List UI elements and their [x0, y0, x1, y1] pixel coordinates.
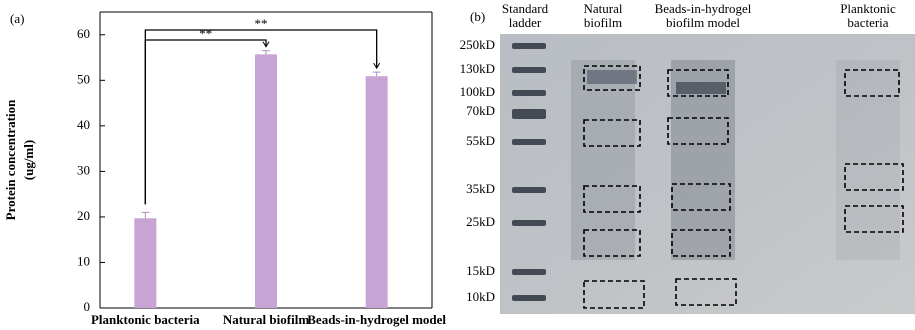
ladder-band	[512, 109, 546, 119]
significance-bracket	[144, 39, 267, 205]
ladder-band	[512, 220, 546, 226]
y-tick-label: 60	[77, 26, 90, 41]
ladder-band	[512, 139, 546, 145]
significance-label: **	[255, 16, 268, 31]
y-tick-label: 0	[84, 299, 91, 314]
highlight-box	[667, 117, 729, 145]
ladder-band	[512, 187, 546, 193]
x-tick-label: Beads-in-hydrogel model	[307, 312, 446, 327]
panel-label: (b)	[470, 9, 485, 24]
y-tick-label: 50	[77, 71, 90, 86]
ladder-band	[512, 295, 546, 301]
significance-bracket	[144, 29, 378, 205]
highlight-box	[844, 205, 904, 233]
lane-label: Standard	[502, 1, 549, 16]
ladder-band	[512, 90, 546, 96]
bar	[255, 54, 277, 308]
arrow-head	[262, 41, 270, 48]
bar	[134, 218, 157, 308]
y-axis-label: (ug/ml)	[21, 140, 36, 180]
band	[676, 82, 726, 94]
significance-label: **	[199, 26, 212, 41]
y-tick-label: 40	[77, 117, 90, 132]
lane-label: ladder	[509, 15, 542, 30]
marker-label: 55kD	[466, 133, 495, 148]
highlight-box	[671, 229, 731, 257]
marker-label: 130kD	[460, 61, 495, 76]
ladder-band	[512, 43, 546, 49]
gel-image	[500, 34, 915, 314]
marker-label: 70kD	[466, 103, 495, 118]
ladder-band	[512, 67, 546, 73]
marker-label: 35kD	[466, 181, 495, 196]
bar	[365, 76, 388, 308]
lane-smear	[836, 60, 900, 260]
marker-label: 250kD	[460, 37, 495, 52]
highlight-box	[844, 163, 904, 191]
y-tick-label: 30	[77, 162, 90, 177]
lane-label: bacteria	[847, 15, 888, 30]
marker-label: 100kD	[460, 84, 495, 99]
lane-label: Natural	[584, 1, 623, 16]
highlight-box	[583, 229, 641, 257]
y-tick-label: 20	[77, 208, 90, 223]
highlight-box	[675, 278, 737, 306]
lane-label: Planktonic	[840, 1, 896, 16]
lane-label: biofilm	[584, 15, 622, 30]
band	[587, 70, 637, 84]
lane-label: Beads-in-hydrogel	[655, 1, 752, 16]
highlight-box	[583, 119, 641, 147]
marker-label: 15kD	[466, 263, 495, 278]
x-tick-label: Planktonic bacteria	[91, 312, 200, 327]
lane-smear	[571, 60, 635, 260]
highlight-box	[583, 185, 641, 213]
highlight-box	[583, 280, 645, 309]
marker-label: 10kD	[466, 289, 495, 304]
panel-label: (a)	[10, 11, 24, 26]
x-tick-label: Natural biofilm	[223, 312, 309, 327]
y-axis-label: Protein concentration	[3, 99, 18, 220]
highlight-box	[583, 65, 641, 91]
arrow-head	[373, 62, 381, 70]
lane-label: biofilm model	[666, 15, 740, 30]
marker-label: 25kD	[466, 214, 495, 229]
y-tick-label: 10	[77, 253, 90, 268]
ladder-band	[512, 269, 546, 275]
highlight-box	[844, 69, 900, 97]
highlight-box	[667, 69, 729, 97]
highlight-box	[671, 183, 731, 211]
